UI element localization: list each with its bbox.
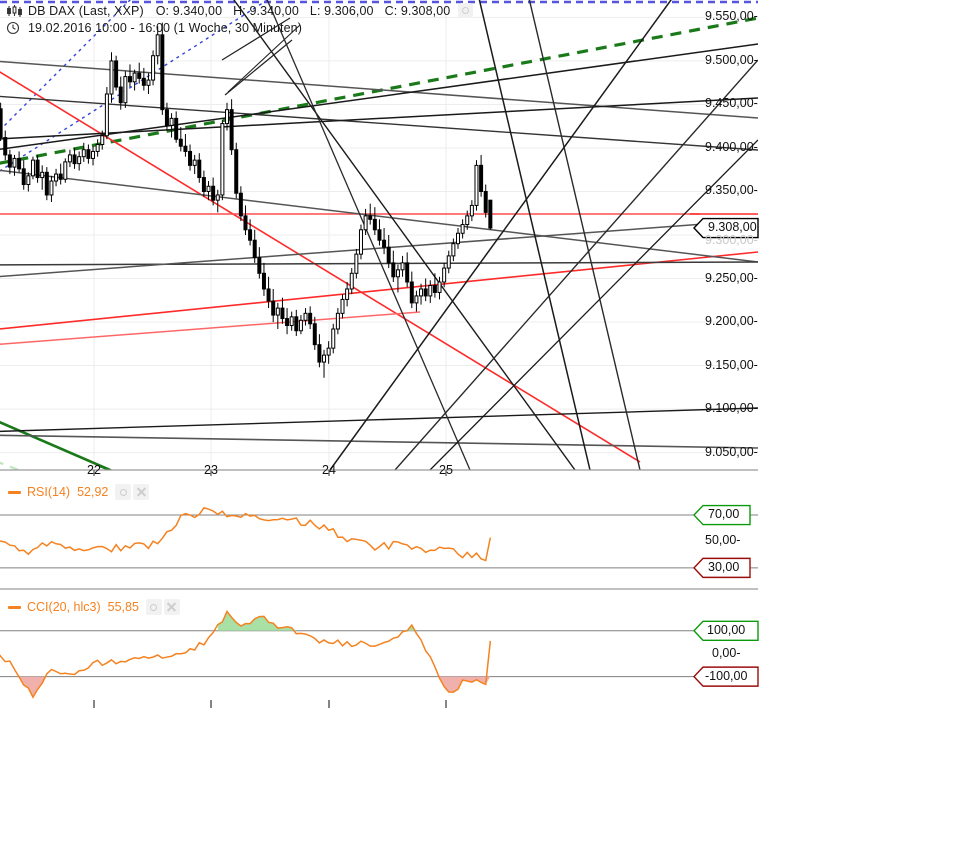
cci-label[interactable]: CCI(20, hlc3) <box>27 600 101 614</box>
price-axis-label: 9.450,00- <box>705 96 758 111</box>
rsi-level-30: 30,00 <box>708 559 740 574</box>
clock-icon <box>6 21 24 35</box>
rsi-legend: RSI(14) 52,92 <box>8 484 151 500</box>
gridlines <box>0 0 758 470</box>
rsi-level-50: 50,00- <box>705 533 741 548</box>
symbol-label[interactable]: DB DAX (Last, XXP) <box>28 3 144 18</box>
cci-close-button[interactable] <box>163 599 180 615</box>
rsi-pane <box>0 507 758 569</box>
candlestick-icon <box>6 4 24 18</box>
rsi-close-button[interactable] <box>133 484 150 500</box>
rsi-settings-button[interactable] <box>115 484 132 500</box>
header-timeframe-row: 19.02.2016 10:00 - 16:00 (1 Woche, 30 Mi… <box>6 19 473 36</box>
time-axis-label: 25 <box>439 463 453 477</box>
gear-icon <box>462 7 470 14</box>
cci-level-minus-100: -100,00 <box>705 668 748 683</box>
cci-legend: CCI(20, hlc3) 55,85 <box>8 599 182 615</box>
gear-icon <box>119 488 127 496</box>
candlestick-series <box>0 22 493 378</box>
chart-header: DB DAX (Last, XXP) O: 9.340,00 H: 9.340,… <box>6 2 474 36</box>
ohlc-open: O: 9.340,00 <box>155 3 223 18</box>
chart-settings-button[interactable] <box>458 3 474 18</box>
price-axis-label: 9.200,00- <box>705 314 758 329</box>
cci-value: 55,85 <box>107 600 139 614</box>
price-axis-label: 9.250,00- <box>705 270 758 285</box>
trendline-layer <box>0 0 758 470</box>
price-axis-label: 9.550,00- <box>705 9 758 24</box>
price-axis-label: 9.150,00- <box>705 357 758 372</box>
timeframe-label[interactable]: 19.02.2016 10:00 - 16:00 (1 Woche, 30 Mi… <box>28 20 302 35</box>
rsi-value: 52,92 <box>77 485 109 499</box>
gear-icon <box>150 603 158 611</box>
cci-level-100: 100,00 <box>707 622 746 637</box>
cci-settings-button[interactable] <box>145 599 162 615</box>
rsi-label[interactable]: RSI(14) <box>27 485 71 499</box>
rsi-level-70: 70,00 <box>708 507 740 522</box>
ohlc-close: C: 9.308,00 <box>384 3 451 18</box>
cci-level-0: 0,00- <box>712 645 741 660</box>
price-axis-label: 9.400,00- <box>705 139 758 154</box>
cci-pane <box>0 610 758 699</box>
price-axis-label: 9.050,00- <box>705 444 758 459</box>
price-axis-label-occluded: 9.300,00- <box>705 233 758 247</box>
last-price-marker[interactable]: 9.308,00 <box>708 220 757 235</box>
time-axis-label: 24 <box>322 463 336 477</box>
price-axis-label: 9.100,00- <box>705 401 758 416</box>
price-axis-label: 9.500,00- <box>705 52 758 67</box>
time-axis-label: 23 <box>204 463 218 477</box>
price-axis-label: 9.350,00- <box>705 183 758 198</box>
rsi-color-swatch <box>8 490 21 494</box>
cci-color-swatch <box>8 605 21 609</box>
ohlc-low: L: 9.306,00 <box>309 3 374 18</box>
header-symbol-row: DB DAX (Last, XXP) O: 9.340,00 H: 9.340,… <box>6 2 474 19</box>
time-axis-label: 22 <box>87 463 101 477</box>
ohlc-high: H: 9.340,00 <box>233 3 299 18</box>
